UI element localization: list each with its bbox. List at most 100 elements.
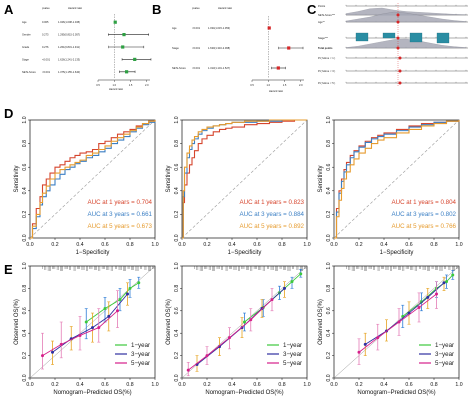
roc-legend-entry: AUC at 3 years = 0.661	[88, 211, 153, 218]
x-axis-title: 1−Specificity	[380, 250, 414, 256]
x-tick-label: 0.8	[430, 242, 437, 248]
calibration-point	[283, 286, 286, 290]
calibration-point	[299, 272, 303, 276]
x-tick-label: 0.6	[101, 382, 108, 388]
y-tick-label: 1.0	[174, 262, 180, 269]
legend-label: 5−year	[283, 360, 302, 367]
x-tick-label: 0.0	[178, 382, 185, 388]
y-tick-label: 0.6	[174, 307, 180, 314]
calibration-point	[107, 314, 111, 318]
x-tick-label: 0.4	[380, 382, 387, 388]
calibration-point	[137, 281, 141, 285]
y-tick-label: 0.8	[22, 285, 28, 292]
plot-frame	[29, 119, 156, 239]
calibration-point	[84, 320, 88, 324]
x-tick-label: 0.6	[405, 382, 412, 388]
y-tick-label: 0.8	[174, 140, 180, 147]
forest-a-row-hr: 1.261(0.831-1.911)	[58, 45, 80, 49]
legend-label: 3−year	[435, 351, 454, 358]
forest-b-row-pvalue: <0.001	[192, 46, 201, 50]
calibration-point	[397, 320, 401, 324]
x-tick-label: 0.0	[26, 242, 33, 248]
x-tick-label: 0.2	[203, 382, 210, 388]
y-tick-label: 0.0	[22, 374, 28, 381]
forest-a-row-label: Gender	[22, 33, 31, 37]
y-axis-title: Sensitivity	[318, 165, 324, 192]
forest-a-row-label: Stage	[22, 57, 29, 61]
forest-b-row-hr: 1.313(1.101-1.527)	[208, 66, 230, 70]
forest-b-row-pvalue: <0.001	[192, 26, 201, 30]
y-tick-label: 0.4	[174, 187, 180, 194]
forest-a-row-pvalue: <0.001	[42, 70, 51, 74]
nomogram-row-label: Total points	[318, 46, 333, 50]
calibration-point	[445, 280, 448, 284]
y-axis-title: Observed OS(%)	[318, 299, 324, 345]
y-tick-label: 1.0	[22, 262, 28, 269]
chart-d-left: 0.0 0.2 0.4 0.6 0.8 1.0 0.0 0.2 0.4 0.6 0.8 1.0 1−Sp…	[14, 116, 159, 256]
y-axis-title: Observed OS(%)	[166, 299, 172, 345]
roc-legend-entry: AUC at 1 years = 0.823	[240, 199, 305, 206]
nomogram-row-label: Pr( futime < 5 )	[318, 81, 335, 85]
legend-label: 1−year	[435, 342, 454, 349]
nomogram-marker	[398, 56, 402, 60]
plot-frame	[181, 265, 308, 379]
x-tick-label: 0.6	[101, 242, 108, 248]
y-tick-label: 0.0	[326, 374, 332, 381]
y-axis-title: Sensitivity	[14, 165, 20, 192]
forest-a-tick-label: 1.0	[112, 83, 116, 87]
legend-label: 3−year	[283, 351, 302, 358]
y-tick-label: 1.0	[326, 116, 332, 123]
calibration-point	[126, 292, 129, 296]
calibration-point	[97, 326, 101, 330]
nomogram-row-label: Pr( futime < 3 )	[318, 69, 335, 73]
forest-b-tick-label: 1.0	[266, 83, 270, 87]
y-tick-label: 0.6	[22, 307, 28, 314]
calibration-point	[426, 295, 430, 299]
forest-a-row-hr: 1.295(0.815-2.057)	[58, 33, 80, 37]
y-tick-label: 0.2	[174, 352, 180, 359]
forest-plot-a: pvalue Hazard ratio Hazard ratio Age 0.00…	[22, 6, 152, 91]
legend-label: 1−year	[283, 342, 302, 349]
nomogram-row-label: Points	[318, 4, 326, 8]
y-tick-label: 0.2	[326, 352, 332, 359]
forest-a-tick-label: 0.5	[96, 83, 100, 87]
x-tick-label: 0.4	[76, 242, 83, 248]
x-tick-label: 1.0	[455, 242, 462, 248]
roc-curve-3	[182, 119, 307, 239]
y-tick-label: 0.4	[174, 329, 180, 336]
calibration-point	[243, 320, 246, 324]
plot-frame	[333, 119, 460, 239]
forest-a-pvalue-header: pvalue	[42, 6, 50, 10]
nomogram-density	[345, 7, 467, 16]
x-tick-label: 0.6	[405, 242, 412, 248]
nomogram-row-label: NETs-Score***	[318, 13, 335, 17]
forest-a-row-pvalue: <0.001	[42, 57, 51, 61]
nomogram-marker	[396, 20, 400, 24]
forest-plot-b: pvalue Hazard ratio Hazard ratio Age <0.0…	[172, 6, 304, 93]
legend-label: 5−year	[131, 360, 150, 367]
nomogram-marker	[396, 46, 400, 50]
x-tick-label: 0.0	[26, 382, 33, 388]
calibration-line-3	[358, 293, 437, 353]
roc-legend-entry: AUC at 5 years = 0.673	[88, 223, 153, 230]
x-tick-label: 0.2	[355, 382, 362, 388]
forest-a-row-label: Age	[22, 20, 27, 24]
calibration-point	[228, 336, 231, 340]
forest-b-hr-point	[267, 26, 271, 30]
forest-a-hr-header: Hazard ratio	[68, 6, 83, 10]
chart-d-right: 0.0 0.2 0.4 0.6 0.8 1.0 0.0 0.2 0.4 0.6 0.8 1.0 1−Sp…	[318, 116, 463, 256]
x-axis-title: Nomogram−Predicted OS(%)	[357, 390, 435, 396]
forest-b-tick-label: 0.5	[250, 83, 254, 87]
forest-a-xlabel: Hazard ratio	[109, 87, 124, 91]
forest-b-hr-point	[287, 46, 291, 50]
x-axis-title: 1−Specificity	[76, 250, 110, 256]
y-tick-label: 0.2	[326, 211, 332, 218]
nomogram-c: Points NETs-Score*** Age** Stage*** Total po…	[318, 3, 468, 86]
roc-legend-entry: AUC at 3 years = 0.802	[392, 211, 457, 218]
calibration-point	[51, 350, 54, 354]
x-tick-label: 1.0	[151, 242, 158, 248]
nomogram-row-label: Age**	[318, 20, 325, 24]
y-tick-label: 0.8	[22, 140, 28, 147]
forest-a-tick-label: 2.0	[145, 83, 149, 87]
panel-label-e: E	[4, 262, 13, 277]
